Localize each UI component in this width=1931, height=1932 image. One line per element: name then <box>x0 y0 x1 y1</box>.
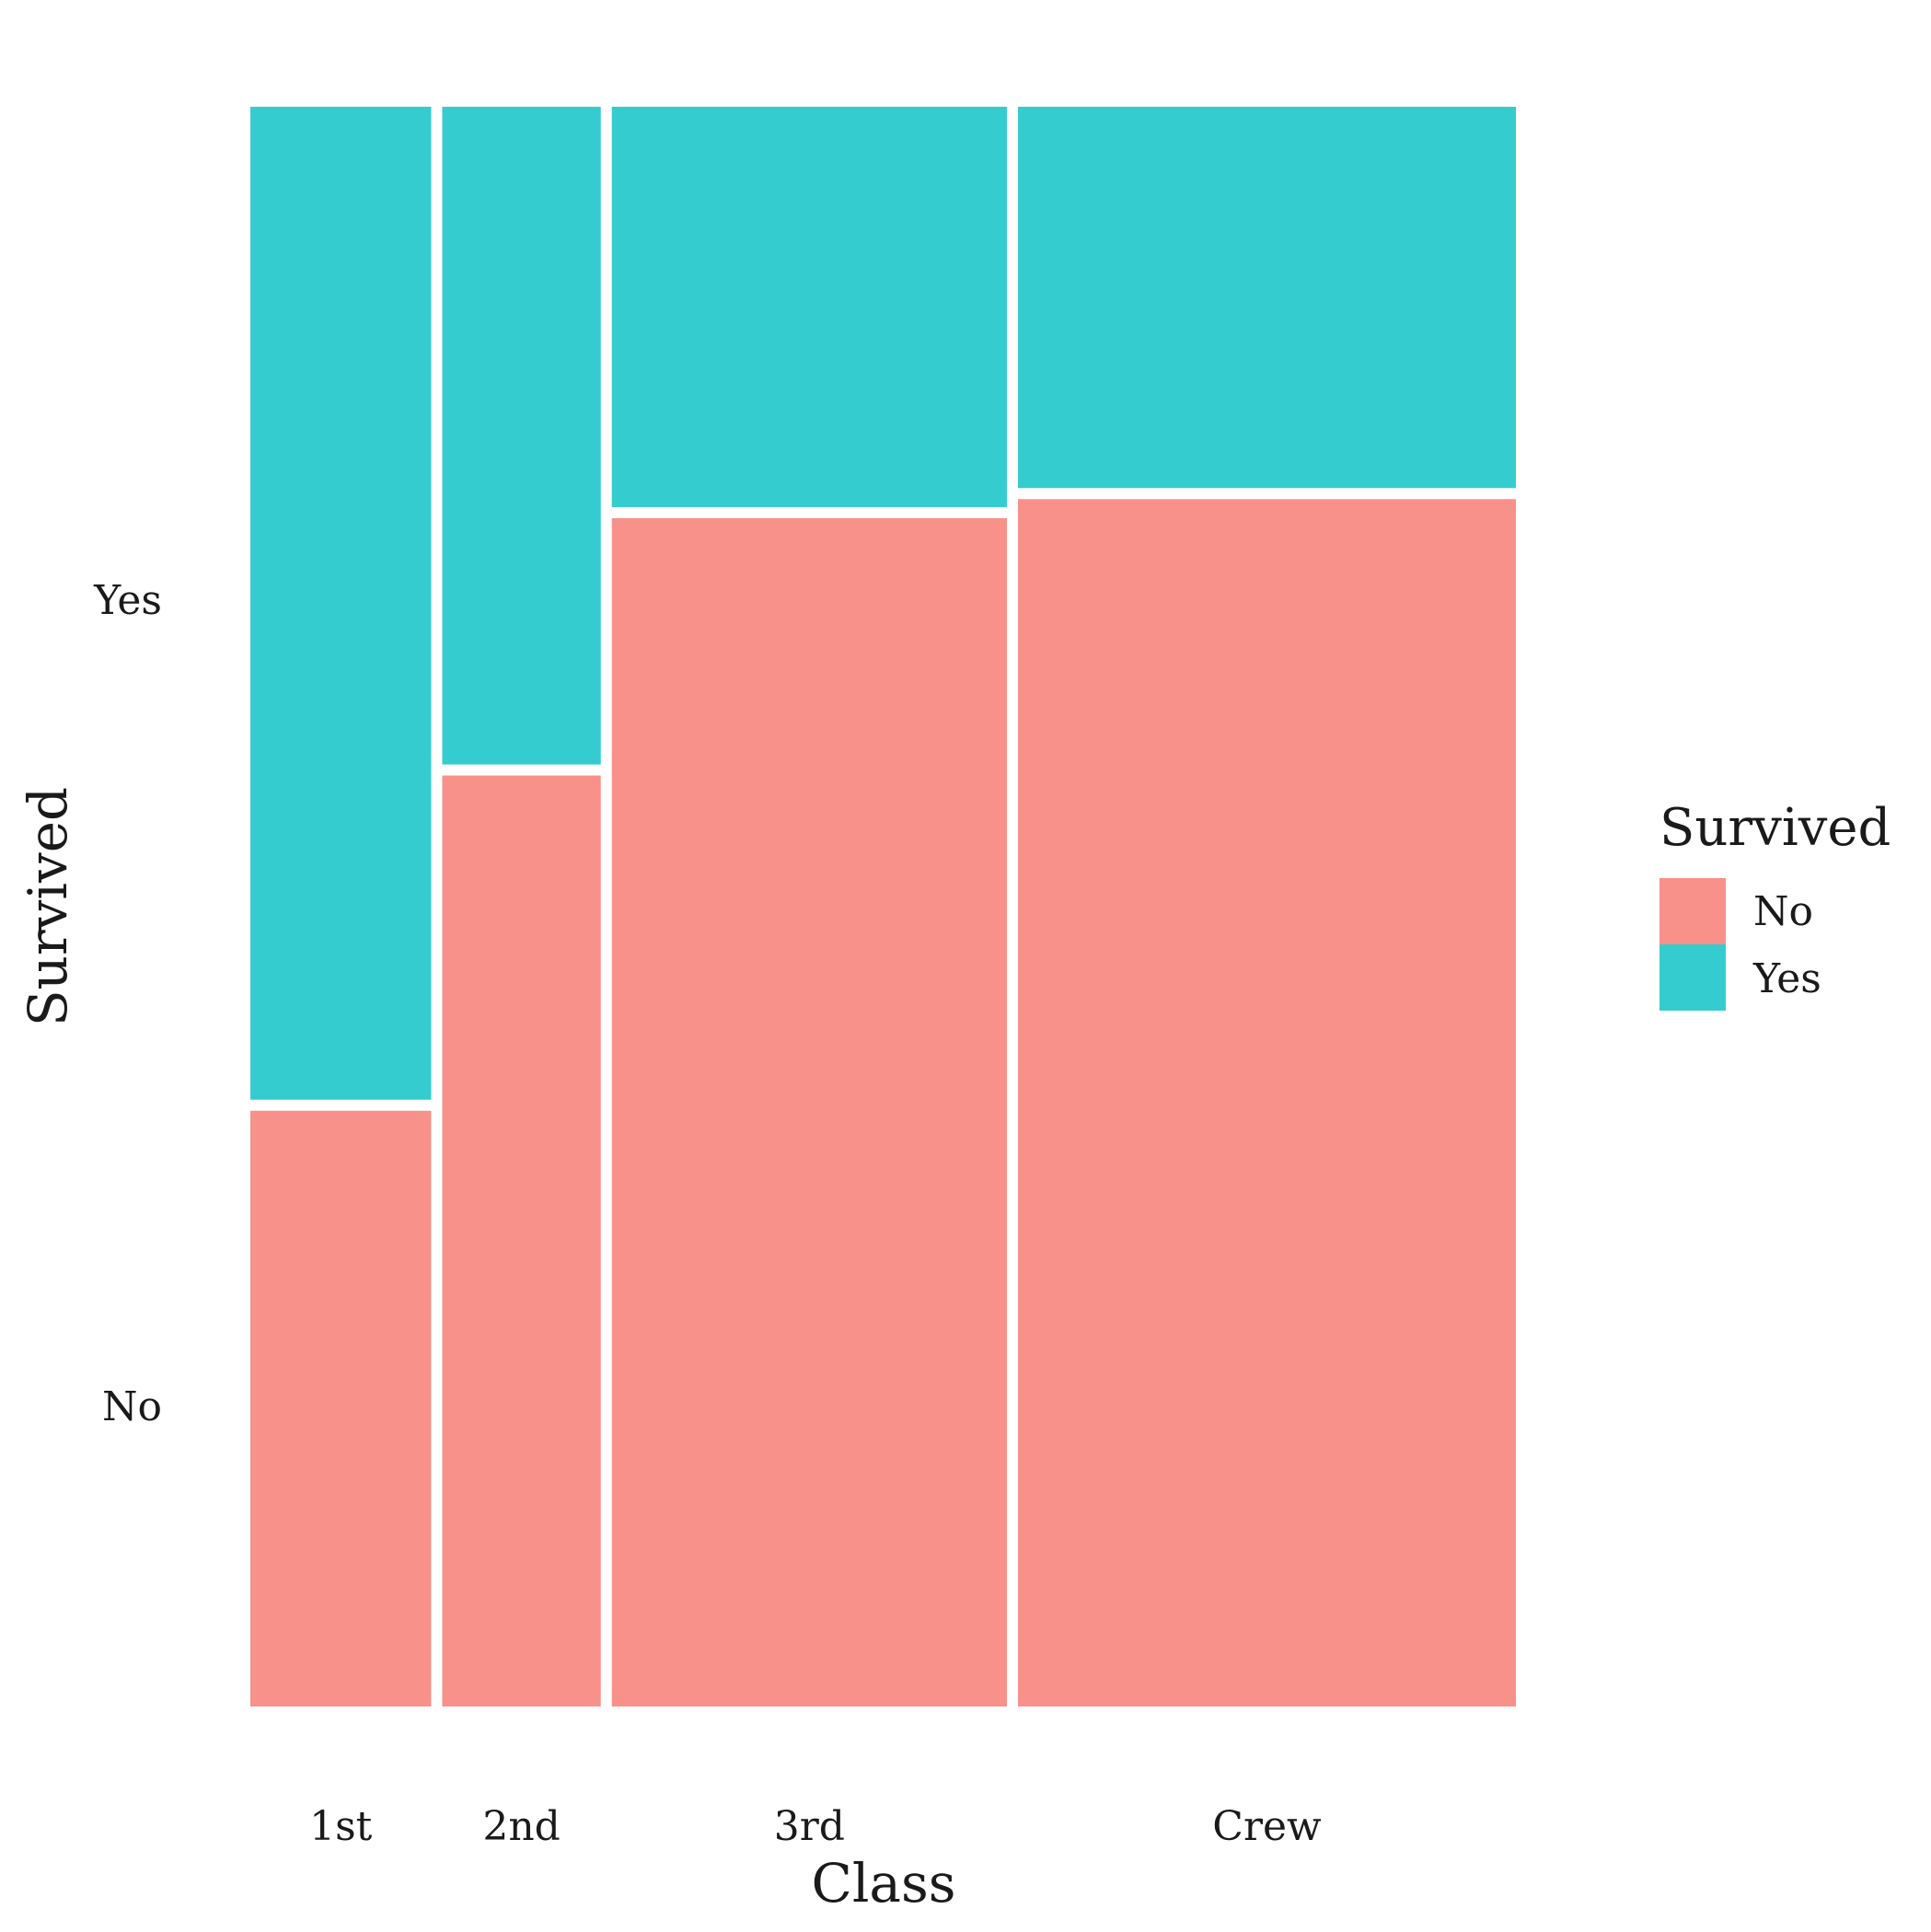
legend-swatch-yes <box>1659 944 1726 1011</box>
tile-2nd-no <box>442 775 601 1706</box>
x-tick-label-3rd: 3rd <box>774 1803 845 1850</box>
y-tick-label-yes: Yes <box>93 577 162 624</box>
x-axis-title: Class <box>811 1852 955 1915</box>
y-axis-title: Survived <box>17 787 79 1026</box>
y-tick-label-no: No <box>102 1383 162 1430</box>
legend-swatch-no <box>1659 878 1726 944</box>
tile-crew-no <box>1018 499 1516 1706</box>
legend-label-yes: Yes <box>1752 955 1821 1002</box>
legend: Survived No Yes <box>1659 798 1891 1011</box>
legend-label-no: No <box>1753 888 1813 935</box>
tile-3rd-yes <box>611 107 1008 507</box>
tile-crew-yes <box>1018 107 1516 489</box>
legend-title: Survived <box>1659 798 1891 858</box>
tile-1st-yes <box>250 107 432 1100</box>
x-tick-label-2nd: 2nd <box>482 1803 561 1850</box>
tile-1st-no <box>250 1110 432 1706</box>
mosaic-tiles <box>250 107 1516 1706</box>
tile-2nd-yes <box>442 107 601 765</box>
x-tick-label-crew: Crew <box>1212 1803 1322 1850</box>
x-tick-label-1st: 1st <box>309 1803 373 1850</box>
x-tick-labels: 1st 2nd 3rd Crew <box>309 1803 1322 1850</box>
tile-3rd-no <box>611 517 1008 1706</box>
